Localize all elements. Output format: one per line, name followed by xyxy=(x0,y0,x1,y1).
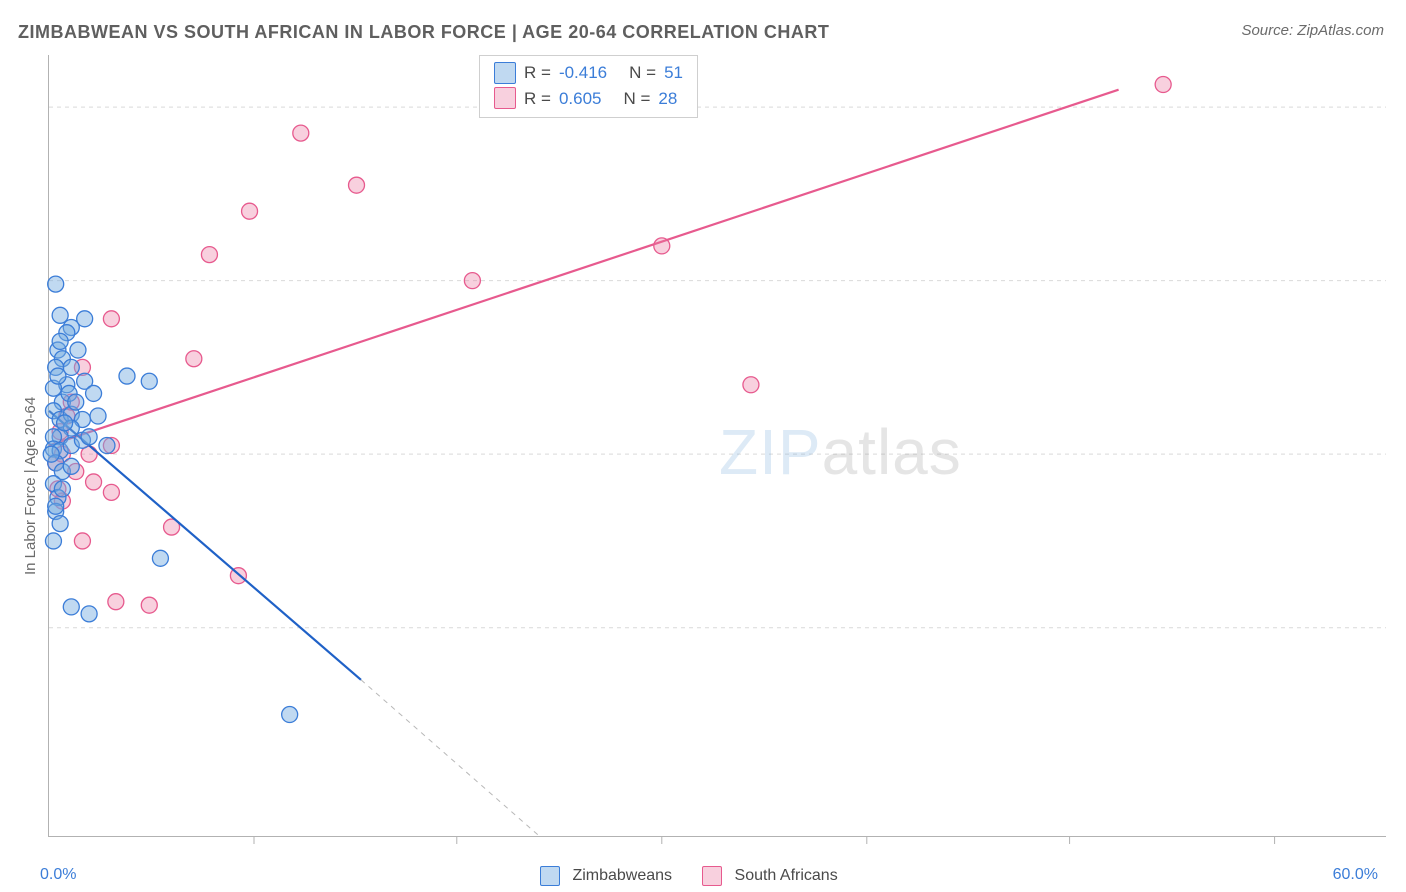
x-axis-max-label: 60.0% xyxy=(1333,866,1378,884)
stats-r-label: R = xyxy=(524,86,551,112)
legend-label-0: Zimbabweans xyxy=(572,867,672,884)
stats-n-1: 28 xyxy=(658,86,677,112)
stats-n-0: 51 xyxy=(664,60,683,86)
stats-r-1: 0.605 xyxy=(559,86,602,112)
stats-row-1: R = 0.605 N = 28 xyxy=(494,86,683,112)
stats-n-label: N = xyxy=(629,60,656,86)
legend-swatch-0 xyxy=(540,866,560,886)
plot-area: R = -0.416 N = 51 R = 0.605 N = 28 ZIPat… xyxy=(48,55,1386,837)
source-label: Source: ZipAtlas.com xyxy=(1241,22,1384,39)
y-axis-label: In Labor Force | Age 20-64 xyxy=(22,397,39,575)
stats-row-0: R = -0.416 N = 51 xyxy=(494,60,683,86)
legend-item-1: South Africans xyxy=(702,866,838,886)
legend: Zimbabweans South Africans xyxy=(540,866,838,886)
stats-box: R = -0.416 N = 51 R = 0.605 N = 28 xyxy=(479,55,698,118)
legend-swatch-1 xyxy=(702,866,722,886)
chart-title: ZIMBABWEAN VS SOUTH AFRICAN IN LABOR FOR… xyxy=(18,22,829,43)
legend-item-0: Zimbabweans xyxy=(540,866,672,886)
chart-container: ZIMBABWEAN VS SOUTH AFRICAN IN LABOR FOR… xyxy=(0,0,1406,892)
stats-r-0: -0.416 xyxy=(559,60,607,86)
plot-svg xyxy=(49,55,1386,836)
stats-swatch-1 xyxy=(494,87,516,109)
x-axis-min-label: 0.0% xyxy=(40,866,76,884)
stats-r-label: R = xyxy=(524,60,551,86)
legend-label-1: South Africans xyxy=(735,867,838,884)
stats-n-label: N = xyxy=(623,86,650,112)
stats-swatch-0 xyxy=(494,62,516,84)
